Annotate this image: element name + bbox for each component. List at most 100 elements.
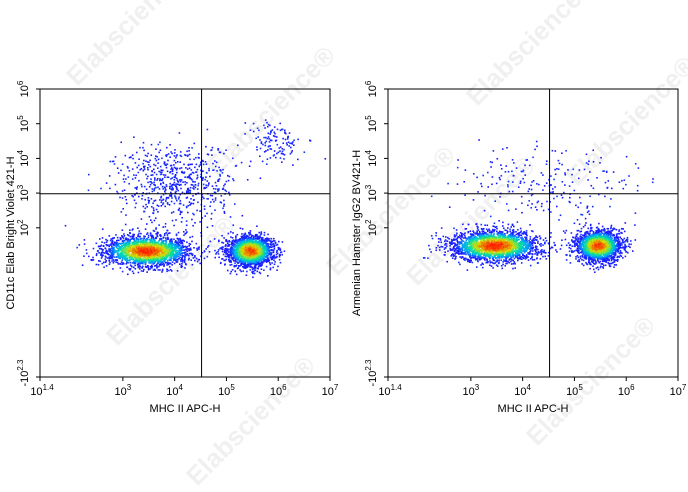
event-dot (145, 241, 147, 243)
event-dot (236, 246, 238, 248)
event-dot (126, 203, 128, 205)
event-dot (251, 258, 253, 260)
event-dot (196, 258, 198, 260)
event-dot (230, 249, 232, 251)
event-dot (127, 234, 129, 236)
event-dot (153, 210, 155, 212)
event-dot (249, 252, 251, 254)
event-dot (149, 160, 151, 162)
event-dot (220, 247, 222, 249)
event-dot (261, 256, 263, 258)
event-dot (230, 236, 232, 238)
event-dot (166, 256, 168, 258)
event-dot (186, 207, 188, 209)
event-dot (259, 263, 261, 265)
event-dot (233, 258, 235, 260)
event-dot (150, 233, 152, 235)
event-dot (242, 257, 244, 259)
event-dot (112, 268, 114, 270)
event-dot (162, 243, 164, 245)
event-dot (238, 258, 240, 260)
event-dot (152, 188, 154, 190)
event-dot (239, 245, 241, 247)
event-dot (165, 189, 167, 191)
event-dot (264, 142, 266, 144)
event-dot (122, 208, 124, 210)
event-dot (153, 164, 155, 166)
event-dot (169, 243, 171, 245)
event-dot (277, 244, 279, 246)
event-dot (276, 256, 278, 258)
event-dot (177, 190, 179, 192)
event-dot (231, 258, 233, 260)
event-dot (217, 251, 219, 253)
event-dot (247, 264, 249, 266)
event-dot (142, 195, 144, 197)
event-dot (206, 213, 208, 215)
event-dot (150, 219, 152, 221)
event-dot (149, 268, 151, 270)
event-dot (147, 265, 149, 267)
event-dot (83, 255, 85, 257)
event-dot (239, 238, 241, 240)
event-dot (253, 245, 255, 247)
event-dot (132, 168, 134, 170)
event-dot (155, 246, 157, 248)
event-dot (267, 247, 269, 249)
event-dot (267, 149, 269, 151)
event-dot (245, 267, 247, 269)
event-dot (175, 219, 177, 221)
event-dot (221, 248, 223, 250)
event-dot (188, 258, 190, 260)
event-dot (212, 195, 214, 197)
event-dot (102, 255, 104, 257)
event-dot (225, 149, 227, 151)
event-dot (289, 143, 291, 145)
event-dot (150, 174, 152, 176)
event-dot (145, 160, 147, 162)
event-dot (147, 167, 149, 169)
event-dot (216, 170, 218, 172)
event-dot (174, 149, 176, 151)
event-dot (158, 245, 160, 247)
event-dot (138, 233, 140, 235)
event-dot (181, 263, 183, 265)
event-dot (112, 238, 114, 240)
event-dot (207, 256, 209, 258)
event-dot (286, 142, 288, 144)
event-dot (183, 231, 185, 233)
event-dot (136, 257, 138, 259)
event-dot (174, 182, 176, 184)
event-dot (153, 184, 155, 186)
event-dot (172, 173, 174, 175)
event-dot (158, 152, 160, 154)
event-dot (138, 172, 140, 174)
event-dot (88, 190, 90, 192)
event-dot (160, 184, 162, 186)
event-dot (270, 267, 272, 269)
event-dot (138, 272, 140, 274)
event-dot (242, 263, 244, 265)
event-dot (165, 155, 167, 157)
event-dot (163, 237, 165, 239)
event-dot (150, 246, 152, 248)
event-dot (122, 190, 124, 192)
event-dot (174, 263, 176, 265)
event-dot (249, 247, 251, 249)
event-dot (191, 219, 193, 221)
event-dot (121, 261, 123, 263)
event-dot (115, 234, 117, 236)
event-dot (151, 198, 153, 200)
event-dot (223, 200, 225, 202)
event-dot (65, 225, 67, 227)
event-dot (169, 254, 171, 256)
event-dot (239, 249, 241, 251)
event-dot (265, 119, 267, 121)
event-dot (114, 249, 116, 251)
event-dot (263, 260, 265, 262)
event-dot (165, 262, 167, 264)
event-dot (122, 259, 124, 261)
event-dot (208, 168, 210, 170)
event-dot (259, 242, 261, 244)
